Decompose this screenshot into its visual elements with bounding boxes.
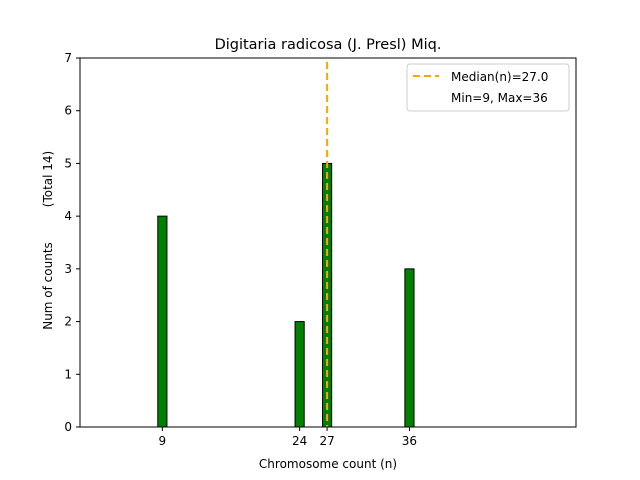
y-tick-label: 0 (64, 420, 72, 434)
x-axis-label: Chromosome count (n) (259, 457, 397, 471)
legend-entry-median: Median(n)=27.0 (451, 70, 548, 84)
bar-36 (404, 268, 415, 428)
legend: Median(n)=27.0 Min=9, Max=36 (406, 63, 570, 112)
y-axis-label-total: (Total 14) (41, 151, 55, 207)
y-tick-label: 7 (64, 51, 72, 65)
y-tick-label: 6 (64, 104, 72, 118)
legend-box (406, 63, 570, 112)
plot-frame (79, 57, 577, 428)
x-tick-label: 24 (292, 434, 307, 448)
y-tick-label: 4 (64, 209, 72, 223)
x-tick-label: 36 (402, 434, 417, 448)
x-tick-label: 27 (319, 434, 334, 448)
chart-title: Digitaria radicosa (J. Presl) Miq. (215, 37, 442, 53)
y-tick-label: 5 (64, 156, 72, 170)
y-tick-label: 1 (64, 367, 72, 381)
y-tick-label: 2 (64, 315, 72, 329)
bar-24 (294, 321, 305, 428)
x-tick-label: 9 (159, 434, 167, 448)
legend-entry-minmax: Min=9, Max=36 (451, 91, 548, 105)
y-axis-label: Num of counts (41, 242, 55, 330)
y-tick-label: 3 (64, 262, 72, 276)
bar-9 (157, 215, 168, 428)
